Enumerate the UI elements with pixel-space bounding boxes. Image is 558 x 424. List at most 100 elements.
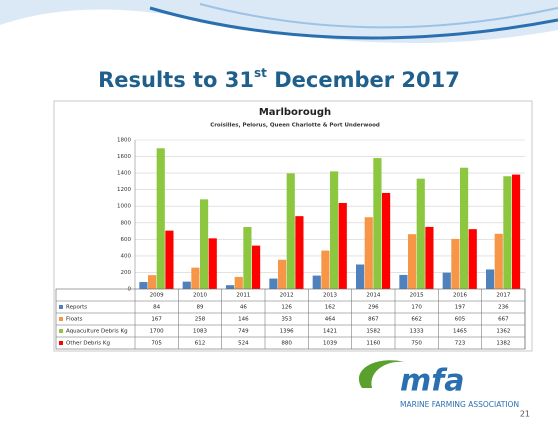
- page-number: 21: [520, 410, 530, 419]
- table-value: 705: [151, 341, 162, 347]
- bar: [226, 285, 234, 289]
- table-value: 1333: [410, 329, 424, 335]
- logo-name: MARINE FARMING ASSOCIATION: [400, 400, 519, 409]
- table-value: 167: [151, 317, 162, 323]
- legend-label: Floats: [66, 317, 83, 323]
- bar: [451, 239, 459, 289]
- bar: [469, 229, 477, 289]
- title-superscript: st: [254, 66, 267, 80]
- x-tick-label: 2016: [453, 293, 467, 299]
- bar: [278, 260, 286, 289]
- bar: [209, 238, 217, 289]
- bar: [382, 193, 390, 289]
- slide: Results to 31st December 2017 Marlboroug…: [0, 0, 558, 424]
- table-value: 46: [240, 305, 247, 311]
- table-value: 662: [411, 317, 422, 323]
- bar: [512, 175, 520, 289]
- chart-title: Marlborough: [259, 107, 331, 118]
- x-tick-label: 2009: [150, 293, 164, 299]
- bar: [339, 203, 347, 289]
- table-value: 89: [197, 305, 204, 311]
- legend-swatch: [59, 305, 63, 309]
- table-value: 197: [455, 305, 466, 311]
- bar: [460, 168, 468, 289]
- table-value: 126: [281, 305, 292, 311]
- bar: [356, 264, 364, 289]
- logo-mark: mfa: [400, 364, 465, 399]
- table-value: 1421: [323, 329, 337, 335]
- bar: [495, 234, 503, 289]
- table-value: 1700: [150, 329, 164, 335]
- title-part: December 2017: [267, 68, 460, 92]
- x-tick-label: 2010: [193, 293, 207, 299]
- legend-label: Other Debris Kg: [66, 341, 110, 347]
- bar: [503, 176, 511, 289]
- legend-swatch: [59, 329, 63, 333]
- table-value: 353: [281, 317, 292, 323]
- table-value: 612: [195, 341, 206, 347]
- bar: [139, 282, 147, 289]
- table-value: 1039: [323, 341, 337, 347]
- table-value: 84: [153, 305, 160, 311]
- table-value: 464: [325, 317, 336, 323]
- table-value: 296: [368, 305, 379, 311]
- y-tick-label: 0: [128, 287, 132, 293]
- bar: [295, 216, 303, 289]
- table-value: 236: [498, 305, 509, 311]
- y-tick-label: 200: [121, 270, 132, 276]
- chart-subtitle: Croisilles, Pelorus, Queen Charlotte & P…: [210, 123, 380, 129]
- y-tick-label: 600: [121, 237, 132, 243]
- slide-title: Results to 31st December 2017: [98, 66, 460, 93]
- bar: [157, 148, 165, 289]
- y-tick-label: 400: [121, 253, 132, 259]
- legend-swatch: [59, 341, 63, 345]
- y-tick-label: 1800: [117, 138, 131, 144]
- bar: [243, 227, 251, 289]
- table-value: 524: [238, 341, 249, 347]
- bar: [417, 179, 425, 289]
- table-value: 1465: [453, 329, 467, 335]
- x-tick-label: 2011: [236, 293, 250, 299]
- table-value: 162: [325, 305, 336, 311]
- page: {"slide": {"title_parts": ["Results to 3…: [0, 0, 558, 424]
- table-value: 880: [281, 341, 292, 347]
- bar: [373, 158, 381, 289]
- table-value: 1160: [366, 341, 380, 347]
- bar: [235, 277, 243, 289]
- x-tick-label: 2015: [410, 293, 424, 299]
- bar: [287, 173, 295, 289]
- y-tick-label: 1400: [117, 171, 131, 177]
- table-value: 1083: [193, 329, 207, 335]
- x-tick-label: 2014: [366, 293, 380, 299]
- y-tick-label: 1600: [117, 154, 131, 160]
- bar: [321, 251, 329, 289]
- table-value: 867: [368, 317, 379, 323]
- table-value: 1362: [496, 329, 510, 335]
- table-value: 605: [455, 317, 466, 323]
- bar: [191, 268, 199, 289]
- table-value: 170: [411, 305, 422, 311]
- legend-swatch: [59, 317, 63, 321]
- bar: [443, 273, 451, 289]
- table-value: 723: [455, 341, 466, 347]
- bar: [200, 199, 208, 289]
- x-tick-label: 2013: [323, 293, 337, 299]
- table-value: 667: [498, 317, 509, 323]
- y-tick-label: 1200: [117, 187, 131, 193]
- bar: [148, 275, 156, 289]
- table-value: 1396: [280, 329, 294, 335]
- bar: [183, 282, 191, 289]
- x-tick-label: 2017: [496, 293, 510, 299]
- bar: [313, 276, 321, 289]
- x-tick-label: 2012: [280, 293, 294, 299]
- bar: [252, 246, 260, 289]
- bar: [165, 231, 173, 289]
- bar: [399, 275, 407, 289]
- legend-label: Aquaculture Debris Kg: [66, 329, 128, 335]
- table-value: 749: [238, 329, 249, 335]
- title-part: Results to 31: [98, 68, 254, 92]
- table-value: 1582: [366, 329, 380, 335]
- y-tick-label: 800: [121, 220, 132, 226]
- bar: [425, 227, 433, 289]
- table-value: 146: [238, 317, 249, 323]
